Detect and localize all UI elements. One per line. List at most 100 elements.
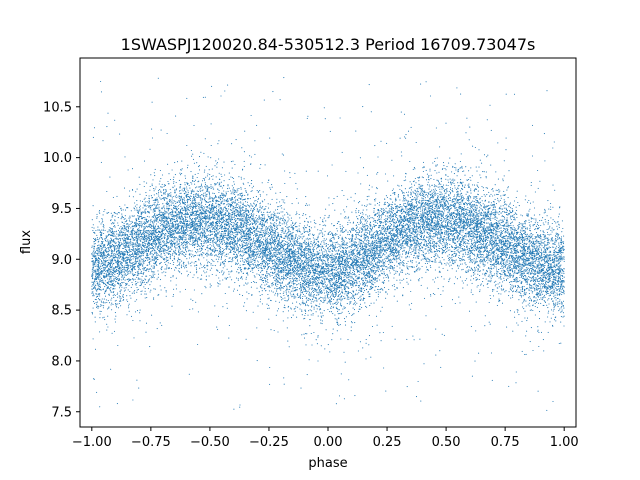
data-point [525, 195, 527, 197]
data-point [124, 209, 127, 211]
data-point [456, 219, 458, 221]
data-point [206, 227, 208, 229]
data-point [329, 289, 331, 292]
data-point [129, 223, 131, 226]
data-point [326, 253, 328, 255]
data-point [129, 244, 131, 246]
data-point [475, 301, 477, 303]
data-point [200, 227, 202, 229]
data-point [352, 291, 355, 293]
data-point [339, 260, 341, 262]
data-point [147, 226, 149, 228]
data-point [153, 208, 155, 210]
data-point [360, 262, 363, 264]
data-point [364, 231, 366, 233]
data-point [320, 292, 322, 294]
data-point [422, 161, 425, 163]
data-point [172, 252, 174, 254]
data-point [119, 133, 121, 135]
data-point [473, 205, 475, 207]
data-point [415, 202, 418, 204]
data-point [205, 203, 207, 205]
data-point [98, 306, 100, 308]
data-point [218, 189, 220, 192]
data-point [178, 215, 180, 217]
data-point [91, 246, 93, 249]
data-point [112, 292, 114, 294]
data-point [433, 236, 435, 238]
data-point [370, 242, 372, 244]
data-point [419, 199, 421, 201]
data-point [446, 188, 448, 190]
data-point [169, 198, 171, 201]
data-point [216, 242, 218, 244]
data-point [540, 238, 542, 240]
data-point [378, 289, 380, 291]
data-point [125, 241, 127, 243]
data-point [366, 204, 368, 206]
data-point [116, 403, 118, 405]
data-point [431, 189, 433, 191]
data-point [403, 113, 406, 115]
data-point [273, 265, 275, 267]
data-point [167, 238, 170, 240]
data-point [543, 239, 545, 241]
data-point [365, 271, 367, 273]
data-point [481, 247, 483, 249]
data-point [537, 187, 539, 189]
data-point [543, 279, 545, 282]
data-point [242, 255, 244, 257]
data-point [440, 230, 442, 232]
data-point [167, 268, 169, 270]
data-point [189, 308, 191, 310]
data-point [465, 264, 467, 266]
data-point [174, 162, 176, 164]
data-point [247, 223, 249, 225]
data-point [393, 191, 395, 194]
data-point [388, 280, 390, 282]
data-point [218, 215, 220, 218]
data-point [255, 282, 257, 284]
data-point [329, 251, 331, 253]
data-point [397, 196, 399, 198]
data-point [362, 218, 364, 220]
data-point [558, 213, 560, 215]
data-point [158, 203, 160, 206]
data-point [297, 306, 299, 308]
data-point [297, 250, 300, 252]
data-point [454, 185, 456, 187]
data-point [314, 300, 316, 302]
data-point [267, 235, 270, 238]
data-point [508, 281, 511, 283]
data-point [207, 201, 209, 203]
data-point [381, 267, 384, 269]
data-point [509, 262, 511, 264]
data-point [273, 248, 275, 251]
data-point [105, 257, 108, 259]
data-point [250, 281, 252, 284]
data-point [477, 285, 479, 287]
data-point [533, 245, 535, 247]
data-point [513, 200, 516, 202]
data-point [206, 175, 208, 177]
data-point [126, 271, 128, 273]
data-point [218, 248, 220, 250]
data-point [91, 292, 93, 294]
data-point [441, 193, 443, 195]
data-point [221, 175, 223, 178]
data-point [440, 216, 442, 218]
data-point [346, 298, 348, 300]
data-point [383, 271, 385, 273]
data-point [125, 283, 127, 285]
data-point [556, 221, 558, 223]
data-point [335, 266, 337, 268]
data-point [172, 240, 174, 242]
data-point [138, 209, 140, 211]
data-point [380, 211, 383, 213]
data-point [477, 270, 479, 272]
data-point [135, 281, 137, 283]
data-point [279, 191, 281, 194]
data-point [388, 263, 390, 265]
data-point [491, 189, 493, 191]
data-point [460, 201, 462, 203]
